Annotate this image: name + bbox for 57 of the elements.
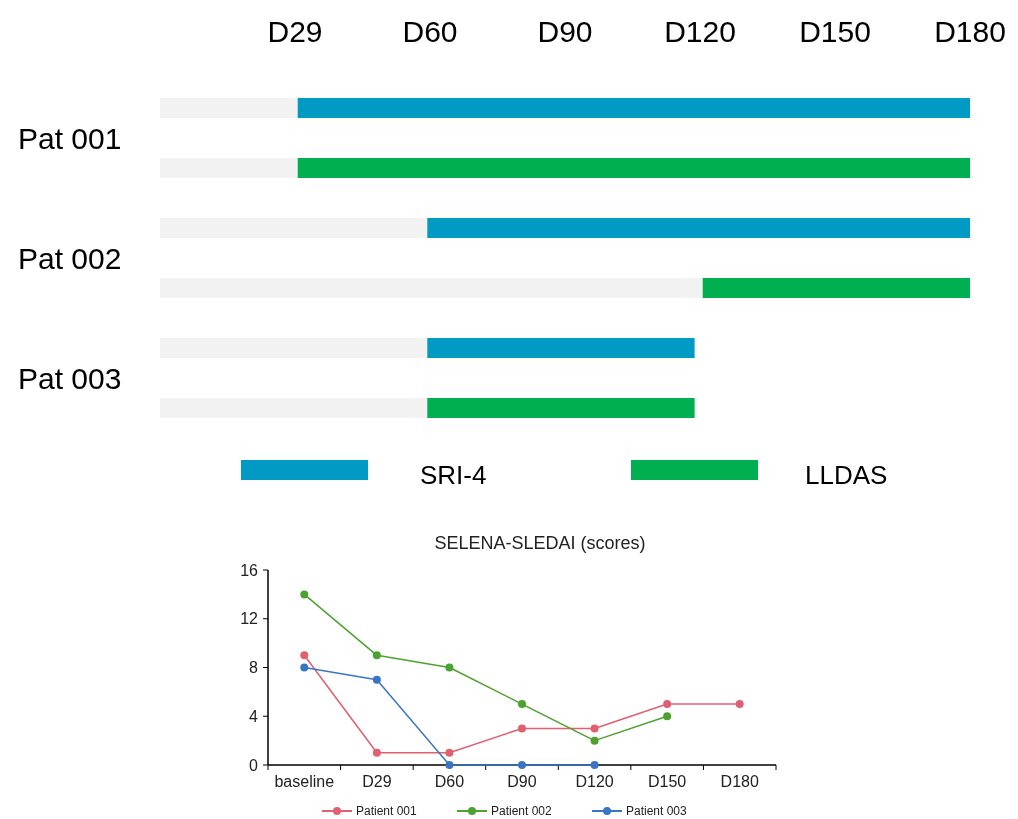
x-tick-label: D90 [507,772,537,790]
text: D120 [664,15,736,48]
y-tick-label: Pat 003 [18,361,122,395]
bar [427,398,695,418]
bar [160,158,298,178]
y-tick-label: 4 [249,707,259,725]
point [372,651,381,660]
x-tick-label: D29 [362,772,392,790]
legend-label: SRI-4 [420,460,487,491]
point [518,724,526,733]
legend-label: LLDAS [805,460,888,491]
text: D60 [402,15,458,48]
text: D29 [267,15,323,48]
point [735,700,744,709]
point [590,724,599,733]
point [300,651,309,660]
chart-title: SELENA-SLEDAI (scores) [434,533,646,553]
point [372,675,381,684]
x-tick-label: D150 [648,772,687,790]
y-tick-label: Pat 002 [18,241,122,275]
text: D90 [537,15,593,48]
bar [160,398,428,418]
bar [160,98,298,118]
point [518,761,526,769]
legend-label: Patient 001 [356,804,418,819]
bar [160,218,428,238]
point [590,761,599,769]
text: D150 [799,15,871,48]
point [372,748,381,757]
bar [160,278,703,298]
point [663,712,672,721]
y-tick-label: 0 [249,756,259,774]
x-tick-label: D120 [575,772,614,790]
legend-label: Patient 002 [491,804,553,819]
y-tick-label: 12 [240,610,259,628]
point [445,663,454,672]
bar [427,338,695,358]
bar [702,278,970,298]
bar [297,98,970,118]
point [518,700,526,709]
x-tick-label: baseline [274,772,335,790]
point [300,663,309,672]
y-tick-label: Pat 001 [18,121,122,155]
point [590,736,599,745]
point [445,761,454,769]
x-tick-label: D180 [720,772,759,790]
x-tick-label: D60 [434,772,465,790]
bar [160,338,428,358]
point [300,590,309,599]
y-tick-label: 8 [249,659,259,677]
point [663,700,672,709]
text: D180 [934,15,1006,48]
bar [427,218,970,238]
legend-label: Patient 003 [626,804,688,819]
y-tick-label: 16 [240,561,259,579]
bar [297,158,970,178]
point [445,748,454,757]
